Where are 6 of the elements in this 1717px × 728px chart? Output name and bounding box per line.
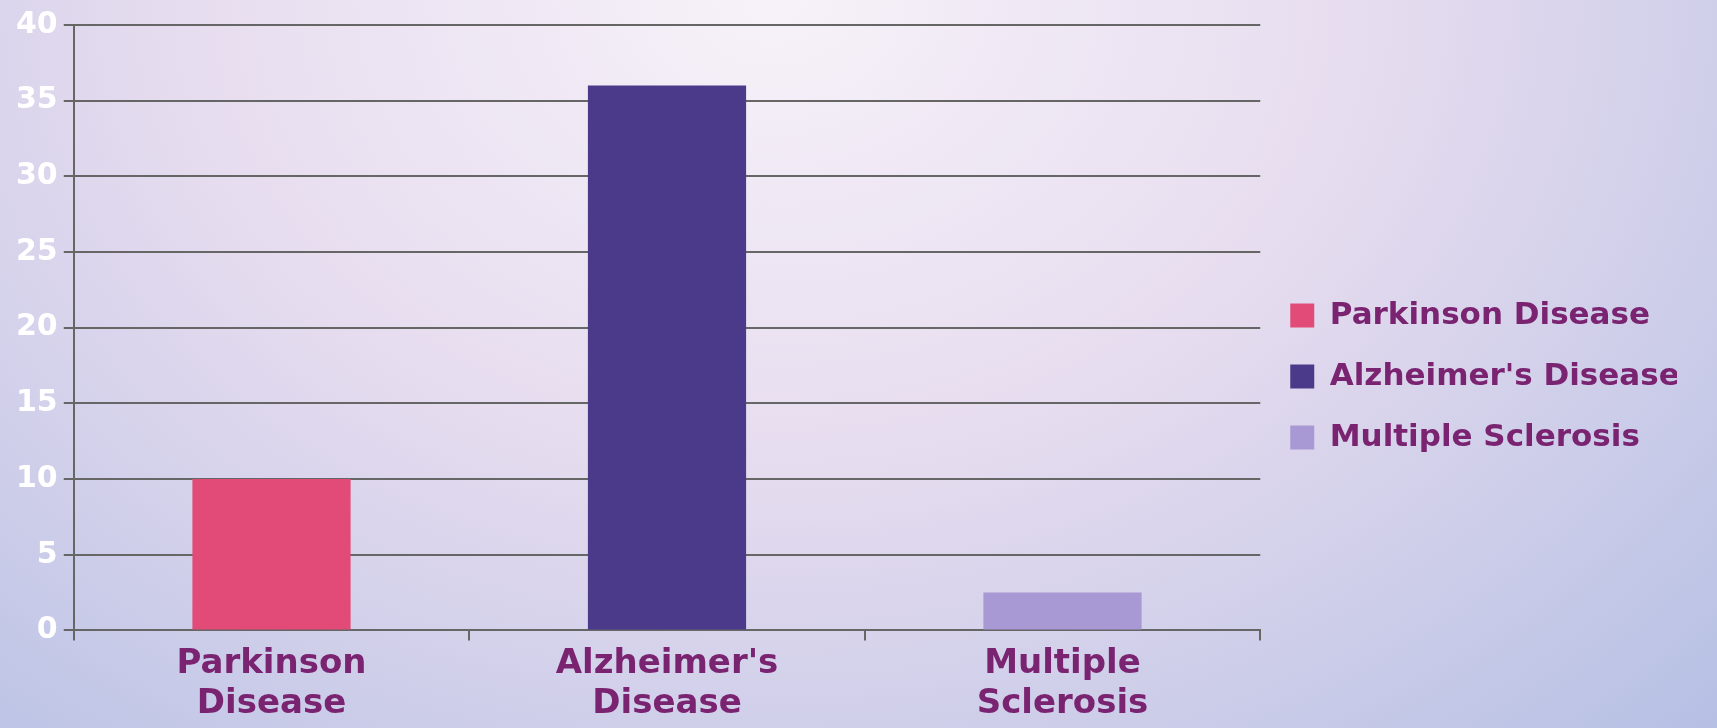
x-tick-label: Alzheimer's Disease xyxy=(555,640,779,722)
legend-label: Parkinson Disease xyxy=(1329,294,1650,331)
legend-label: Multiple Sclerosis xyxy=(1329,416,1640,453)
y-tick-label: 0 xyxy=(36,610,58,646)
x-tick-label: Parkinson Disease xyxy=(176,640,367,722)
x-tick-label: Multiple Sclerosis xyxy=(976,640,1149,722)
